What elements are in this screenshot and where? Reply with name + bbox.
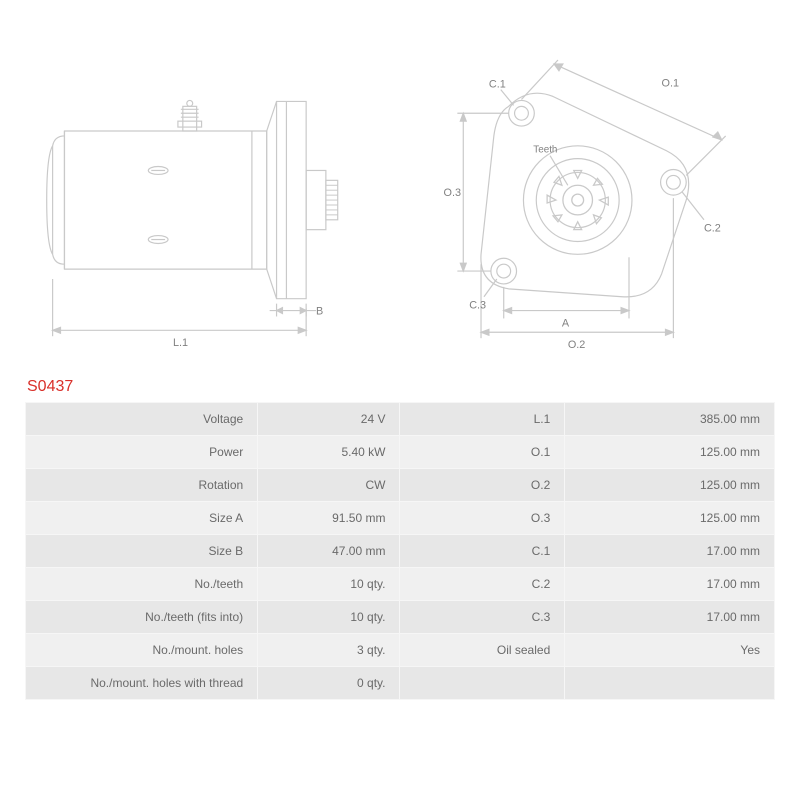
spec-value: 17.00 mm [565, 568, 775, 601]
dim-label-O1: O.1 [662, 78, 679, 90]
side-view-diagram: L.1 B [25, 40, 390, 370]
dim-label-C1: C.1 [489, 79, 506, 91]
dim-label-O2: O.2 [568, 339, 585, 351]
front-view-diagram: C.1 C.2 C.3 O.1 O.2 O.3 A Teeth [410, 40, 775, 370]
table-row: No./mount. holes with thread0 qty. [26, 667, 775, 700]
spec-label: No./mount. holes [26, 634, 258, 667]
table-row: RotationCWO.2125.00 mm [26, 469, 775, 502]
dim-label-C3: C.3 [469, 300, 486, 312]
spec-table: Voltage24 VL.1385.00 mmPower5.40 kWO.112… [25, 402, 775, 700]
spec-label: O.3 [400, 502, 565, 535]
spec-label: No./mount. holes with thread [26, 667, 258, 700]
spec-value: 10 qty. [258, 601, 400, 634]
spec-value: 10 qty. [258, 568, 400, 601]
spec-value: Yes [565, 634, 775, 667]
spec-value: 3 qty. [258, 634, 400, 667]
spec-label: C.2 [400, 568, 565, 601]
table-row: No./teeth10 qty.C.217.00 mm [26, 568, 775, 601]
dim-label-C2: C.2 [704, 223, 721, 235]
table-row: Size B47.00 mmC.117.00 mm [26, 535, 775, 568]
spec-value: 17.00 mm [565, 535, 775, 568]
spec-value [565, 667, 775, 700]
spec-value: 5.40 kW [258, 436, 400, 469]
spec-label: Power [26, 436, 258, 469]
dim-label-A: A [562, 317, 570, 329]
spec-label: C.1 [400, 535, 565, 568]
dim-label-teeth: Teeth [533, 145, 557, 156]
spec-value: CW [258, 469, 400, 502]
spec-value: 125.00 mm [565, 502, 775, 535]
spec-value: 24 V [258, 403, 400, 436]
spec-value: 125.00 mm [565, 469, 775, 502]
dim-label-L1: L.1 [173, 337, 188, 349]
spec-label: Rotation [26, 469, 258, 502]
spec-label: No./teeth [26, 568, 258, 601]
spec-value: 125.00 mm [565, 436, 775, 469]
spec-value: 385.00 mm [565, 403, 775, 436]
spec-label: C.3 [400, 601, 565, 634]
spec-value: 0 qty. [258, 667, 400, 700]
spec-value: 17.00 mm [565, 601, 775, 634]
spec-label: No./teeth (fits into) [26, 601, 258, 634]
spec-label: L.1 [400, 403, 565, 436]
spec-value: 47.00 mm [258, 535, 400, 568]
table-row: No./teeth (fits into)10 qty.C.317.00 mm [26, 601, 775, 634]
table-row: Power5.40 kWO.1125.00 mm [26, 436, 775, 469]
spec-label: Voltage [26, 403, 258, 436]
spec-label: O.1 [400, 436, 565, 469]
table-row: Voltage24 VL.1385.00 mm [26, 403, 775, 436]
spec-label: Size B [26, 535, 258, 568]
spec-label: O.2 [400, 469, 565, 502]
spec-label: Oil sealed [400, 634, 565, 667]
technical-diagram: L.1 B [25, 40, 775, 370]
table-row: No./mount. holes3 qty.Oil sealedYes [26, 634, 775, 667]
table-row: Size A91.50 mmO.3125.00 mm [26, 502, 775, 535]
dim-label-O3: O.3 [444, 187, 461, 199]
dim-label-B: B [316, 305, 323, 317]
part-number: S0437 [27, 378, 775, 396]
spec-label [400, 667, 565, 700]
spec-value: 91.50 mm [258, 502, 400, 535]
spec-label: Size A [26, 502, 258, 535]
